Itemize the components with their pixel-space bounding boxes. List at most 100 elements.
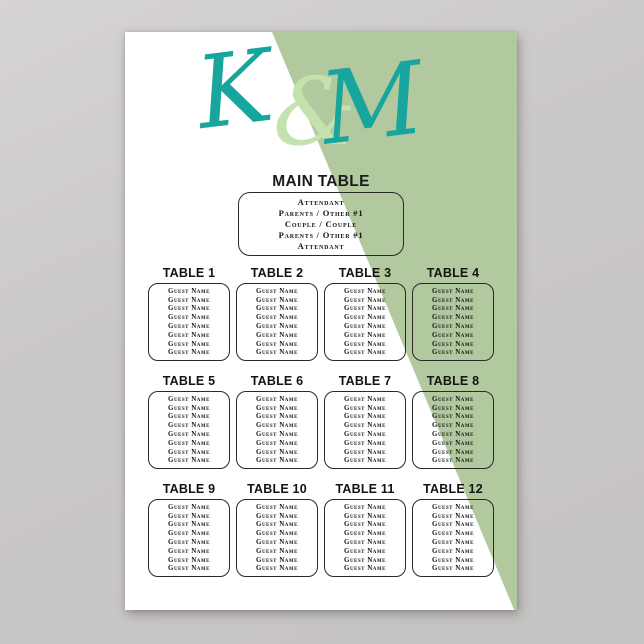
- guest-name: Guest Name: [432, 430, 474, 438]
- guest-name: Guest Name: [168, 394, 210, 403]
- guest-name: Guest Name: [256, 313, 298, 322]
- guest-list-box: Guest Name Guest Name Guest Name Guest Name…: [148, 391, 230, 469]
- table-label: TABLE 8: [426, 374, 480, 388]
- table-card: TABLE 11 Guest Name Guest Name Guest Name Gu…: [324, 482, 406, 577]
- guest-list-box: Guest Name Guest Name Guest Name Guest Name…: [148, 283, 230, 361]
- guest-name: Guest Name: [344, 304, 386, 313]
- guest-name: Guest Name: [432, 447, 474, 456]
- table-label: TABLE 2: [250, 266, 304, 280]
- guest-name: Guest Name: [344, 286, 386, 295]
- table-card: TABLE 9 Guest Name Guest Name Guest Name Gue…: [148, 482, 230, 577]
- guest-name: Guest Name: [256, 438, 298, 447]
- guest-name: Guest Name: [432, 403, 474, 412]
- guest-name: Guest Name: [344, 394, 386, 403]
- guest-name: Guest Name: [168, 447, 210, 456]
- guest-name: Guest Name: [344, 339, 386, 348]
- guest-name: Guest Name: [432, 555, 474, 564]
- guest-name: Guest Name: [344, 456, 386, 465]
- guest-list-box: Guest Name Guest Name Guest Name Guest Name…: [236, 499, 318, 577]
- guest-name: Guest Name: [344, 546, 386, 555]
- guest-name: Guest Name: [432, 348, 474, 357]
- guest-name: Guest Name: [256, 330, 298, 339]
- guest-name: Guest Name: [168, 438, 210, 447]
- table-card: TABLE 5 Guest Name Guest Name Guest Name Gue…: [148, 374, 230, 469]
- guest-list-box: Guest Name Guest Name Guest Name Guest Name…: [412, 391, 494, 469]
- guest-name: Guest Name: [168, 502, 210, 511]
- guest-name: Guest Name: [256, 286, 298, 295]
- guest-list-box: Guest Name Guest Name Guest Name Guest Name…: [324, 391, 406, 469]
- guest-name: Guest Name: [168, 412, 210, 421]
- main-table-seat: Parents / Other #1: [278, 229, 364, 240]
- table-label: TABLE 12: [423, 482, 483, 496]
- guest-name: Guest Name: [432, 421, 474, 430]
- guest-name: Guest Name: [432, 339, 474, 348]
- guest-list-box: Guest Name Guest Name Guest Name Guest Name…: [324, 499, 406, 577]
- guest-name: Guest Name: [168, 456, 210, 465]
- guest-name: Guest Name: [344, 430, 386, 438]
- guest-name: Guest Name: [344, 555, 386, 564]
- guest-name: Guest Name: [168, 529, 210, 538]
- guest-name: Guest Name: [168, 313, 210, 322]
- guest-name: Guest Name: [432, 546, 474, 555]
- guest-list-box: Guest Name Guest Name Guest Name Guest Name…: [412, 283, 494, 361]
- guest-name: Guest Name: [432, 456, 474, 465]
- guest-name: Guest Name: [256, 564, 298, 573]
- guest-name: Guest Name: [344, 447, 386, 456]
- guest-name: Guest Name: [432, 520, 474, 529]
- table-label: TABLE 5: [162, 374, 216, 388]
- guest-name: Guest Name: [432, 295, 474, 304]
- guest-name: Guest Name: [344, 348, 386, 357]
- guest-name: Guest Name: [432, 313, 474, 322]
- guest-name: Guest Name: [344, 520, 386, 529]
- main-table-seat: Attendant: [297, 240, 345, 251]
- guest-name: Guest Name: [344, 412, 386, 421]
- seating-chart-poster: K & M MAIN TABLE Attendant Parents / Oth…: [125, 27, 517, 610]
- guest-name: Guest Name: [432, 322, 474, 330]
- table-card: TABLE 8 Guest Name Guest Name Guest Name Gue…: [412, 374, 494, 469]
- main-table-seat: Attendant: [297, 196, 345, 207]
- guest-list-box: Guest Name Guest Name Guest Name Guest Name…: [236, 391, 318, 469]
- guest-name: Guest Name: [256, 555, 298, 564]
- guest-name: Guest Name: [256, 421, 298, 430]
- guest-name: Guest Name: [256, 538, 298, 546]
- main-table-title: MAIN TABLE: [272, 173, 370, 190]
- guest-name: Guest Name: [344, 295, 386, 304]
- guest-name: Guest Name: [344, 511, 386, 520]
- guest-list-box: Guest Name Guest Name Guest Name Guest Name…: [236, 283, 318, 361]
- guest-name: Guest Name: [432, 394, 474, 403]
- table-label: TABLE 9: [162, 482, 216, 496]
- table-card: TABLE 3 Guest Name Guest Name Guest Name Gue…: [324, 266, 406, 361]
- guest-name: Guest Name: [344, 313, 386, 322]
- guest-name: Guest Name: [256, 520, 298, 529]
- table-label: TABLE 7: [338, 374, 392, 388]
- table-label: TABLE 6: [250, 374, 304, 388]
- guest-name: Guest Name: [344, 322, 386, 330]
- guest-name: Guest Name: [256, 456, 298, 465]
- guest-list-box: Guest Name Guest Name Guest Name Guest Name…: [412, 499, 494, 577]
- guest-name: Guest Name: [256, 322, 298, 330]
- guest-name: Guest Name: [168, 403, 210, 412]
- guest-name: Guest Name: [432, 412, 474, 421]
- guest-name: Guest Name: [256, 295, 298, 304]
- guest-name: Guest Name: [344, 538, 386, 546]
- guest-name: Guest Name: [256, 546, 298, 555]
- guest-name: Guest Name: [168, 430, 210, 438]
- guest-name: Guest Name: [256, 529, 298, 538]
- guest-name: Guest Name: [168, 555, 210, 564]
- guest-name: Guest Name: [168, 322, 210, 330]
- guest-name: Guest Name: [432, 529, 474, 538]
- guest-name: Guest Name: [168, 520, 210, 529]
- guest-name: Guest Name: [432, 511, 474, 520]
- guest-name: Guest Name: [168, 511, 210, 520]
- main-table-seat: Couple / Couple: [284, 218, 358, 229]
- table-label: TABLE 11: [335, 482, 395, 496]
- guest-name: Guest Name: [168, 304, 210, 313]
- table-card: TABLE 6 Guest Name Guest Name Guest Name Gue…: [236, 374, 318, 469]
- guest-name: Guest Name: [168, 546, 210, 555]
- guest-name: Guest Name: [256, 430, 298, 438]
- guest-name: Guest Name: [256, 394, 298, 403]
- table-label: TABLE 1: [162, 266, 216, 280]
- table-card: TABLE 2 Guest Name Guest Name Guest Name Gue…: [236, 266, 318, 361]
- table-label: TABLE 4: [426, 266, 480, 280]
- table-card: TABLE 10 Guest Name Guest Name Guest Name Gu…: [236, 482, 318, 577]
